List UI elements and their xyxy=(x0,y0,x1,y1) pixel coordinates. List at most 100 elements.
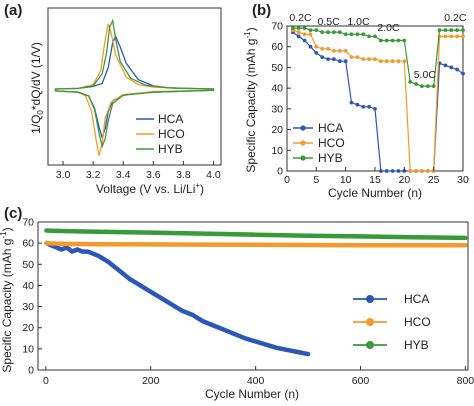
legend-c-hco-marker xyxy=(366,318,374,326)
panel-b-y-tick-label: 50 xyxy=(271,62,283,74)
panel-b-x-tick-label: 20 xyxy=(398,174,410,186)
panel-c-y-tick-label: 50 xyxy=(22,259,34,271)
panel-b-x-tick-label: 5 xyxy=(313,174,319,186)
panel-a-x-tick-label: 3.8 xyxy=(176,169,191,181)
cycle-line-hca xyxy=(44,240,311,357)
rate-point-hyb xyxy=(302,26,307,30)
panel-c: (c) 0 200 400 600 800 0 10 20 30 40 50 60 70 Cycle … xyxy=(0,205,474,401)
rate-point-hco xyxy=(326,46,330,51)
rate-point-hyb xyxy=(373,34,377,39)
rate-point-hyb xyxy=(443,28,448,32)
panel-c-x-tick-label: 400 xyxy=(247,375,265,387)
panel-c-curves xyxy=(44,228,468,357)
rate-point-hco xyxy=(308,32,313,37)
panel-c-y-ticks: 0 10 20 30 40 50 60 70 xyxy=(22,217,42,377)
rate-point-hyb xyxy=(449,28,454,32)
rate-point-hco xyxy=(396,59,401,64)
cv-curve-hca xyxy=(54,34,215,140)
cv-curve-hco xyxy=(54,23,215,156)
rate-point-hco xyxy=(337,49,342,53)
rate-point-hco xyxy=(296,30,301,35)
legend-c-hca-label: HCA xyxy=(404,292,429,306)
rate-label: 5.0C xyxy=(414,69,437,81)
legend-b-hca-marker xyxy=(300,125,306,131)
rate-point-hyb xyxy=(361,32,366,37)
rate-point-hca xyxy=(384,169,389,173)
rate-point-hca xyxy=(390,169,395,173)
rate-point-hyb xyxy=(355,32,360,37)
panel-b-x-tick-label: 0 xyxy=(284,174,290,186)
rate-point-hca xyxy=(302,38,307,43)
panel-b-y-axis-label: Specific Capacity (mAh g-1) xyxy=(243,27,258,172)
rate-point-hco xyxy=(320,46,325,51)
panel-b-curves xyxy=(291,26,465,173)
panel-b-x-ticks: 0 5 10 15 20 25 30 xyxy=(284,167,469,186)
legend-a-hca-label: HCA xyxy=(158,112,183,126)
legend-c-hyb-marker xyxy=(366,341,374,349)
rate-point-hyb xyxy=(308,28,313,32)
rate-point-hca xyxy=(379,169,383,173)
panel-b-x-tick-label: 15 xyxy=(369,174,381,186)
rate-point-hco xyxy=(314,44,319,49)
rate-point-hco xyxy=(355,55,360,59)
legend-b-hca-label: HCA xyxy=(318,121,343,135)
panel-a-x-tick-label: 3.0 xyxy=(56,169,71,181)
rate-point-hyb xyxy=(414,82,418,86)
rate-point-hyb xyxy=(390,38,395,43)
rate-point-hyb xyxy=(320,30,325,35)
rate-point-hyb xyxy=(437,28,442,32)
panel-c-y-axis-label: Specific Capacity (mAh g-1) xyxy=(0,227,14,372)
rate-point-hyb xyxy=(396,38,401,43)
panel-c-label: (c) xyxy=(4,205,22,222)
panel-b-y-tick-label: 70 xyxy=(271,21,283,33)
panel-a-x-ticks: 3.0 3.2 3.4 3.6 3.8 4.0 xyxy=(56,161,221,181)
panel-b-y-ticks: 0 10 20 30 40 50 60 70 xyxy=(271,21,291,178)
rate-point-hca xyxy=(443,63,448,68)
legend-a-hco-label: HCO xyxy=(158,127,185,141)
rate-point-hca xyxy=(332,57,336,61)
rate-point-hca xyxy=(449,65,454,70)
rate-point-hco xyxy=(361,57,366,61)
rate-point-hca xyxy=(343,59,348,64)
rate-point-hco xyxy=(343,49,348,53)
legend-c-hca-marker xyxy=(366,295,374,303)
panel-b-y-tick-label: 0 xyxy=(277,166,283,178)
panel-a-x-tick-label: 3.4 xyxy=(116,169,131,181)
panel-b-x-axis-label: Cycle Number (n) xyxy=(328,186,422,200)
rate-point-hca xyxy=(455,67,459,72)
panel-c-frame xyxy=(37,221,469,371)
panel-b-rate-labels: 0.2C 0.5C 1.0C 2.0C 5.0C 0.2C xyxy=(289,12,466,81)
panel-b: (b) 0 5 10 15 20 25 30 0 10 20 30 40 50 60 70 0.2C 0.5… xyxy=(243,2,469,200)
rate-point-hyb xyxy=(337,30,342,35)
rate-point-hco xyxy=(367,57,371,61)
legend-b-hyb-label: HYB xyxy=(318,151,343,165)
rate-point-hyb xyxy=(408,80,413,84)
rate-point-hca xyxy=(396,169,401,173)
rate-point-hyb xyxy=(431,84,436,88)
legend-a-hyb-label: HYB xyxy=(158,142,183,156)
cycle-line-hco xyxy=(44,240,468,248)
rate-point-hyb xyxy=(332,30,336,35)
panel-b-y-tick-label: 20 xyxy=(271,124,283,136)
rate-point-hco xyxy=(402,59,407,64)
rate-point-hyb xyxy=(425,84,430,88)
rate-point-hyb xyxy=(343,32,348,37)
panel-c-y-tick-label: 20 xyxy=(22,322,34,334)
panel-c-y-tick-label: 10 xyxy=(22,343,34,355)
rate-point-hco xyxy=(379,59,383,64)
panel-b-y-tick-label: 40 xyxy=(271,83,283,95)
rate-point-hco xyxy=(425,169,430,173)
rate-point-hyb xyxy=(420,84,424,88)
panel-c-x-tick-label: 200 xyxy=(142,375,160,387)
rate-point-hco xyxy=(302,32,307,37)
rate-point-hyb xyxy=(367,34,371,39)
rate-point-hco xyxy=(461,34,465,39)
panel-c-legend: HCA HCO HYB xyxy=(353,292,431,352)
cycle-line-hyb xyxy=(44,228,468,241)
legend-b-hco-marker xyxy=(300,140,306,146)
panel-b-x-tick-label: 10 xyxy=(340,174,352,186)
rate-point-hyb xyxy=(455,28,459,32)
rate-point-hyb xyxy=(291,26,295,30)
rate-point-hca xyxy=(367,104,371,109)
rate-point-hco xyxy=(384,59,389,64)
